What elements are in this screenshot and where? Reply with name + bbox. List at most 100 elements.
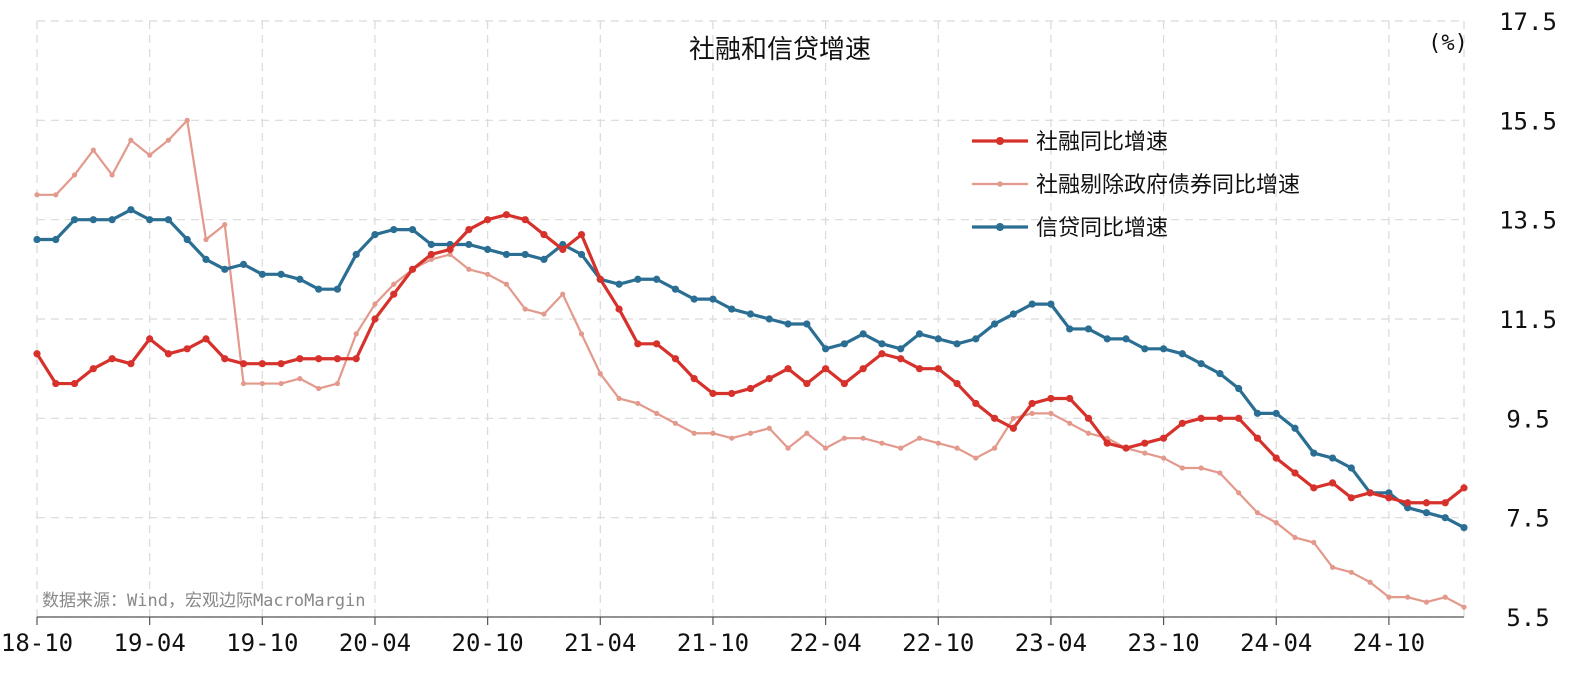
data-point bbox=[1197, 360, 1205, 368]
data-point bbox=[1179, 465, 1185, 471]
data-point bbox=[1236, 490, 1242, 496]
data-point bbox=[1385, 494, 1393, 502]
data-point bbox=[635, 400, 641, 407]
data-point bbox=[1441, 514, 1449, 522]
y-tick-label: 13.5 bbox=[1499, 207, 1557, 235]
data-point bbox=[765, 315, 773, 323]
data-point bbox=[239, 260, 248, 268]
data-point bbox=[485, 271, 491, 277]
data-point bbox=[53, 192, 59, 198]
data-point bbox=[390, 226, 398, 234]
data-point bbox=[1103, 335, 1111, 343]
x-tick-label: 23-04 bbox=[1015, 629, 1087, 657]
data-point bbox=[1216, 414, 1224, 422]
data-point bbox=[1292, 534, 1298, 541]
data-point bbox=[127, 360, 135, 368]
data-point bbox=[296, 275, 304, 283]
data-point bbox=[898, 445, 904, 451]
data-point bbox=[746, 310, 755, 318]
data-point bbox=[671, 355, 679, 363]
data-point bbox=[427, 250, 435, 259]
x-tick-label: 19-04 bbox=[114, 629, 186, 657]
y-tick-label: 9.5 bbox=[1506, 405, 1549, 433]
x-tick-label: 24-04 bbox=[1240, 629, 1312, 657]
data-point bbox=[634, 340, 642, 348]
x-tick-label: 19-10 bbox=[226, 629, 298, 657]
data-point bbox=[1103, 439, 1111, 447]
y-unit-label: (%) bbox=[1428, 31, 1468, 56]
data-point bbox=[840, 340, 848, 348]
data-point bbox=[90, 147, 96, 153]
data-point bbox=[70, 216, 79, 224]
data-point bbox=[521, 250, 529, 259]
data-point bbox=[1404, 504, 1412, 512]
legend-label: 信贷同比增速 bbox=[1036, 216, 1168, 241]
data-point bbox=[33, 350, 41, 358]
data-point bbox=[164, 350, 173, 358]
data-point bbox=[728, 305, 736, 313]
data-point bbox=[578, 331, 585, 337]
data-point bbox=[127, 206, 135, 214]
x-tick-label: 20-04 bbox=[339, 629, 411, 657]
data-point bbox=[1028, 300, 1036, 308]
data-point bbox=[334, 380, 341, 387]
data-point bbox=[596, 275, 604, 283]
legend-item: 社融同比增速 bbox=[972, 130, 1168, 155]
data-point bbox=[183, 235, 191, 244]
x-tick-label: 21-04 bbox=[564, 629, 636, 657]
data-point bbox=[878, 350, 886, 358]
data-point bbox=[784, 320, 792, 328]
data-point bbox=[1159, 345, 1168, 353]
data-point bbox=[541, 311, 547, 317]
data-point bbox=[390, 290, 398, 298]
data-point bbox=[973, 455, 979, 461]
series-line bbox=[37, 208, 1465, 530]
data-point bbox=[1385, 489, 1393, 497]
legend-item: 社融剔除政府债券同比增速 bbox=[972, 173, 1300, 198]
data-point bbox=[859, 330, 867, 338]
data-point bbox=[653, 275, 661, 283]
data-point bbox=[822, 365, 830, 373]
series-group bbox=[33, 117, 1468, 610]
data-point bbox=[277, 360, 285, 368]
data-point bbox=[1010, 415, 1016, 421]
data-point bbox=[1178, 419, 1186, 427]
data-point bbox=[1347, 494, 1355, 502]
data-point bbox=[1367, 579, 1373, 585]
data-point bbox=[316, 385, 322, 392]
data-point bbox=[766, 425, 772, 431]
x-tick-label: 22-04 bbox=[789, 629, 861, 657]
data-point bbox=[653, 340, 661, 348]
data-point bbox=[934, 335, 942, 343]
data-point bbox=[1366, 489, 1374, 497]
data-point bbox=[953, 379, 961, 388]
data-point bbox=[502, 250, 511, 259]
data-point bbox=[1328, 454, 1337, 462]
data-point bbox=[934, 365, 942, 373]
data-point bbox=[1216, 370, 1224, 378]
data-point bbox=[690, 375, 698, 383]
data-point bbox=[1422, 499, 1431, 507]
data-point bbox=[1291, 424, 1299, 432]
data-point bbox=[258, 270, 266, 278]
series-3 bbox=[33, 206, 1468, 532]
data-point bbox=[1254, 510, 1261, 516]
data-point bbox=[484, 245, 492, 254]
data-point bbox=[1460, 524, 1468, 532]
data-point bbox=[597, 371, 603, 377]
data-point bbox=[184, 117, 190, 123]
data-point bbox=[240, 380, 247, 387]
x-tick-label: 22-10 bbox=[902, 629, 974, 657]
data-point bbox=[1253, 409, 1262, 417]
data-point bbox=[765, 375, 773, 383]
data-point bbox=[89, 365, 97, 373]
data-point bbox=[577, 250, 586, 259]
x-tick-label: 18-10 bbox=[1, 629, 73, 657]
data-point bbox=[202, 335, 210, 343]
data-point bbox=[352, 355, 360, 363]
data-point bbox=[1066, 394, 1074, 403]
data-point bbox=[1328, 479, 1337, 487]
data-point bbox=[540, 230, 548, 239]
